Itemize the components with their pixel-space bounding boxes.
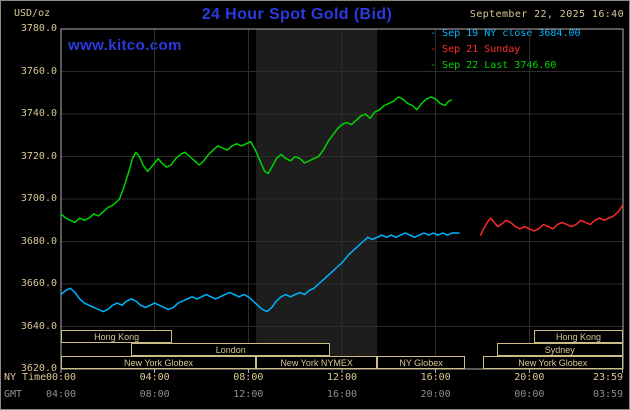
legend-item-2: - Sep 22 Last 3746.60 <box>430 58 581 74</box>
session-label: NY Globex <box>399 357 443 368</box>
x-tick-label-ny: 23:59 <box>592 372 624 383</box>
y-tick-label: 3720.0 <box>20 150 57 162</box>
session-label: New York Globex <box>124 357 194 368</box>
session-box-hong-kong: Hong Kong <box>534 330 623 343</box>
session-box-london: London <box>131 343 331 356</box>
x-tick-label-ny: 04:00 <box>139 372 170 383</box>
y-tick-label: 3660.0 <box>20 278 57 289</box>
chart-title: 24 Hour Spot Gold (Bid) <box>201 6 393 23</box>
x-tick-label-gmt: 12:00 <box>233 389 264 400</box>
x-axis-row-label-gmt: GMT <box>4 389 23 400</box>
legend-label: Sep 21 Sunday <box>442 44 521 55</box>
session-label: New York NYMEX <box>280 357 353 368</box>
x-tick-label-ny: 20:00 <box>514 372 545 383</box>
session-box-hong-kong: Hong Kong <box>61 330 173 343</box>
y-axis-unit-label: USD/oz <box>14 8 51 19</box>
price-line-sep19 <box>60 232 460 313</box>
legend-label: Sep 19 NY close 3684.00 <box>442 28 581 39</box>
x-tick-label-ny: 12:00 <box>326 372 358 383</box>
x-tick-label-gmt: 08:00 <box>139 389 170 400</box>
x-tick-label-ny: 08:00 <box>233 372 264 383</box>
session-label: New York Globex <box>518 357 588 368</box>
session-label: Sydney <box>544 344 575 355</box>
session-label: Hong Kong <box>94 331 140 342</box>
y-tick-label: 3620.0 <box>20 363 57 374</box>
session-label: Hong Kong <box>555 331 602 342</box>
session-box-sydney: Sydney <box>496 343 623 356</box>
legend-label: Sep 22 Last 3746.60 <box>442 60 557 71</box>
y-tick-label: 3640.0 <box>20 320 57 332</box>
legend-dash: - <box>430 28 437 39</box>
x-tick-label-gmt: 04:00 <box>45 389 77 400</box>
x-tick-label-gmt: 03:59 <box>592 389 624 400</box>
x-tick-label-ny: 00:00 <box>45 372 77 383</box>
session-box-new-york-nymex: New York NYMEX <box>256 356 378 369</box>
legend-item-1: - Sep 21 Sunday <box>430 42 581 58</box>
x-tick-label-gmt: 20:00 <box>420 389 451 400</box>
price-line-sep22 <box>60 96 453 224</box>
legend-dash: - <box>430 60 437 71</box>
legend: - Sep 19 NY close 3684.00- Sep 21 Sunday… <box>430 26 581 74</box>
y-tick-label: 3680.0 <box>20 235 57 247</box>
x-tick-label-gmt: 00:00 <box>514 389 545 400</box>
session-label: London <box>215 344 246 355</box>
session-box-new-york-globex: New York Globex <box>482 356 623 369</box>
session-box-new-york-globex: New York Globex <box>61 356 257 369</box>
kitco-watermark-link[interactable]: www.kitco.com <box>68 37 182 54</box>
y-tick-label: 3700.0 <box>20 193 57 204</box>
price-line-sep21 <box>479 204 624 236</box>
chart-datetime: September 22, 2025 16:40 <box>469 9 624 20</box>
legend-item-0: - Sep 19 NY close 3684.00 <box>430 26 581 42</box>
y-tick-label: 3760.0 <box>20 65 57 77</box>
x-tick-label-ny: 16:00 <box>420 372 451 383</box>
legend-dash: - <box>430 44 437 55</box>
session-box-ny-globex: NY Globex <box>377 356 465 369</box>
y-tick-label: 3740.0 <box>20 108 57 119</box>
x-axis-row-label-ny-time: NY Time <box>4 372 47 383</box>
y-tick-label: 3780.0 <box>20 23 57 34</box>
x-tick-label-gmt: 16:00 <box>326 389 358 400</box>
